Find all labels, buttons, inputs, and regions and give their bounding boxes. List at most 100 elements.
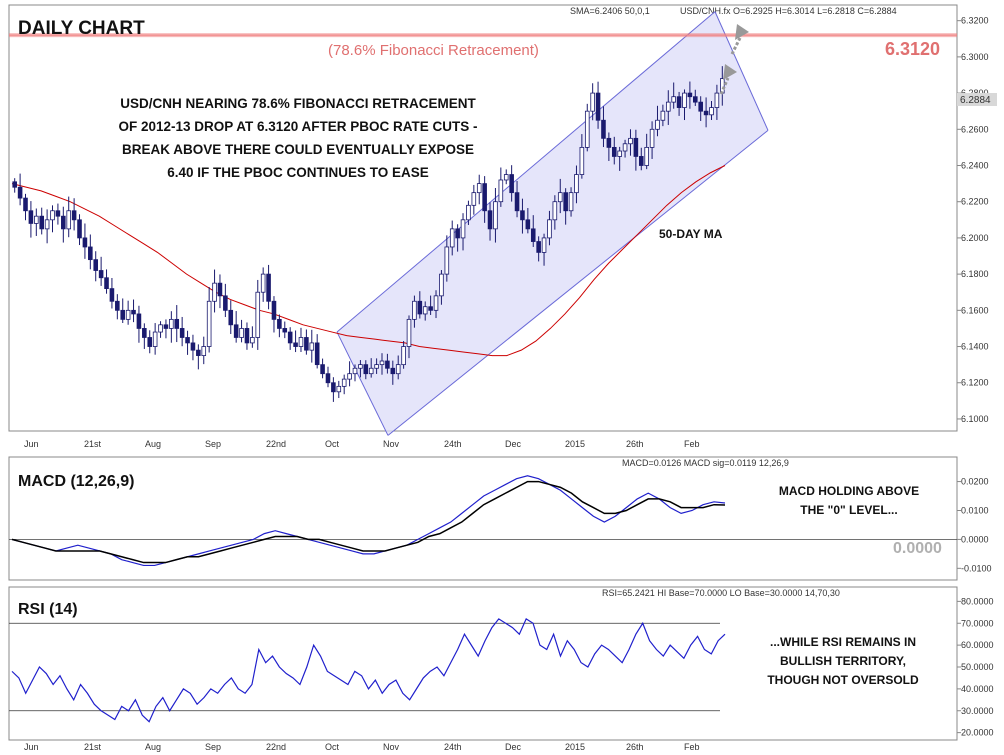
candle-body [23, 197, 28, 212]
candle-body [201, 346, 207, 356]
candle-body [655, 119, 660, 130]
candle-body [336, 385, 342, 393]
candle-body [179, 328, 185, 338]
candle-body [644, 146, 649, 166]
arrow-head-upper [735, 24, 749, 40]
chart-title: DAILY CHART [18, 18, 145, 39]
price-axis: 6.32006.30006.28006.26006.24006.22006.20… [957, 16, 989, 424]
candle-body [104, 277, 109, 290]
channel-right-edge [714, 11, 769, 131]
rsi-line: 80.0000 70.0000 60.0000 50.0000 40.0000 30.00… [9, 596, 994, 738]
time-axis: Jun Jun 21st 21st Aug Aug Sep Sep 22nd 22nd Oct Oct… [24, 439, 700, 752]
rsi-tick-label: 70.0000 [961, 618, 994, 628]
candle-body [115, 300, 120, 311]
candle-body [374, 364, 379, 369]
candle-body [606, 137, 612, 148]
trend-channel [336, 11, 769, 436]
ohlc-readout: USD/CNH.fx O=6.2925 H=6.3014 L=6.2818 C=… [680, 6, 897, 16]
candle-body [255, 291, 261, 338]
candle-body [428, 306, 433, 311]
candle-body [217, 282, 223, 297]
last-price-box [957, 93, 997, 106]
candle-body [622, 143, 628, 152]
ma50-polyline [11, 165, 726, 357]
candle-body [417, 300, 423, 315]
candle-body [687, 92, 693, 98]
candle-body [503, 174, 509, 181]
candle-body [136, 313, 142, 329]
price-tick-label: 6.2000 [961, 233, 989, 243]
candle-body [88, 246, 93, 261]
rsi-title: RSI (14) [18, 601, 78, 618]
x-tick-label: Aug [145, 439, 161, 449]
candle-body [120, 309, 126, 320]
candle-body [34, 215, 39, 224]
x-tick-label: 24th [444, 439, 462, 449]
candle-body [471, 192, 477, 206]
candle-body [433, 295, 439, 311]
candle-body [628, 137, 633, 145]
price-tick-label: 6.1400 [961, 342, 989, 352]
candle-body [244, 328, 250, 344]
candle-body [682, 92, 687, 108]
rsi-tick-label: 20.0000 [961, 728, 994, 738]
candle-body [82, 237, 88, 248]
candle-body [190, 342, 196, 351]
candle-body [309, 342, 315, 351]
x-tick-label: Jun [24, 742, 39, 752]
candle-body [93, 259, 99, 271]
candle-body [547, 219, 552, 239]
candle-body [287, 331, 293, 344]
candle-body [12, 181, 17, 188]
candle-body [541, 237, 547, 253]
macd-readout: MACD=0.0126 MACD sig=0.0119 12,26,9 [622, 458, 789, 468]
candle-body [352, 367, 358, 375]
candle-body [293, 342, 298, 347]
candle-body [509, 174, 514, 194]
candle-body [676, 96, 682, 108]
candle-body [314, 342, 320, 366]
rsi-tick-label: 40.0000 [961, 684, 994, 694]
arrow-shaft-upper [730, 37, 742, 55]
annotation-line-1: USD/CNH NEARING 78.6% FIBONACCI RETRACEM… [120, 96, 476, 111]
candle-body [260, 273, 266, 293]
price-tick-label: 6.3000 [961, 52, 989, 62]
x-tick-label: Jun [24, 439, 39, 449]
price-tick-label: 6.1000 [961, 414, 989, 424]
candle-body [568, 192, 574, 212]
ma50-line [11, 165, 726, 357]
annotation-line-2: OF 2012-13 DROP AT 6.3120 AFTER PBOC RAT… [118, 119, 477, 134]
candle-body [390, 367, 396, 375]
candle-body [66, 210, 72, 230]
candle-body [341, 378, 347, 387]
candle-body [439, 273, 444, 297]
candle-body [228, 309, 234, 326]
candle-body [158, 324, 163, 333]
candle-body [277, 318, 282, 329]
candle-body [563, 192, 568, 212]
macd-tick-label: -0.0100 [961, 563, 992, 573]
candle-body [590, 92, 595, 112]
candle-body [152, 331, 158, 347]
x-tick-label: Dec [505, 439, 522, 449]
candle-body [331, 382, 336, 393]
candle-body [320, 364, 325, 375]
candle-body [223, 295, 228, 311]
price-tick-label: 6.1600 [961, 305, 989, 315]
candle-body [50, 210, 55, 221]
candle-body [347, 373, 352, 380]
candle-body [39, 215, 44, 230]
x-tick-label: 21st [84, 439, 102, 449]
candle-body [514, 192, 520, 212]
candle-body [406, 318, 412, 347]
price-panel-frame [8, 4, 958, 432]
candle-body [649, 128, 655, 148]
candle-body [368, 367, 374, 375]
macd-signal-line [11, 480, 726, 564]
candle-body [385, 360, 390, 369]
ma-label: 50-DAY MA [659, 227, 723, 241]
candle-body [298, 337, 304, 347]
rsi-tick-label: 60.0000 [961, 640, 994, 650]
channel-fill [337, 11, 768, 436]
